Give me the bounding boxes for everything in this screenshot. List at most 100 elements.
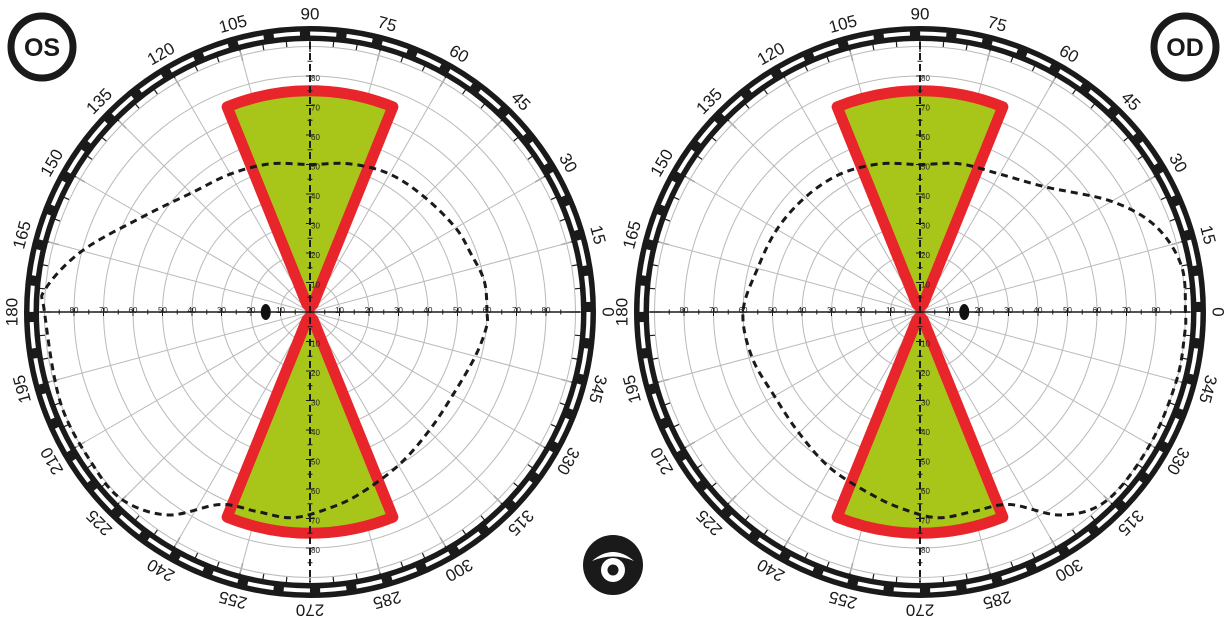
grid-radial bbox=[919, 311, 1056, 547]
degree-tick bbox=[42, 264, 49, 267]
eccentricity-label: 50 bbox=[311, 458, 320, 467]
degree-tick bbox=[696, 464, 703, 469]
degree-tick bbox=[480, 515, 486, 521]
degree-tick bbox=[895, 40, 898, 48]
blind-spot bbox=[959, 304, 970, 320]
grid-radial bbox=[49, 241, 311, 313]
degree-tick bbox=[1160, 196, 1167, 201]
eccentricity-label: 60 bbox=[739, 306, 748, 315]
degree-tick bbox=[804, 552, 809, 559]
degree-label: 180 bbox=[613, 298, 632, 326]
eccentricity-label: 70 bbox=[99, 306, 108, 315]
degree-tick bbox=[550, 196, 557, 201]
eccentricity-label: 20 bbox=[921, 369, 930, 378]
degree-tick bbox=[1031, 552, 1036, 559]
degree-label: 75 bbox=[376, 13, 399, 36]
eye-icon bbox=[583, 535, 643, 595]
inferior-field-wedge bbox=[221, 310, 399, 539]
degree-tick bbox=[63, 196, 70, 201]
degree-tick bbox=[550, 423, 557, 428]
grid-radial bbox=[919, 311, 1112, 504]
degree-tick bbox=[332, 40, 335, 48]
grid-radial bbox=[784, 77, 921, 313]
grid-radial bbox=[309, 176, 545, 313]
degree-tick bbox=[194, 552, 199, 559]
eccentricity-label: 80 bbox=[311, 546, 320, 555]
blind-spot bbox=[260, 304, 271, 320]
eccentricity-label: 50 bbox=[311, 163, 320, 172]
eccentricity-label: 20 bbox=[857, 306, 866, 315]
degree-tick bbox=[153, 529, 158, 536]
eccentricity-label: 40 bbox=[424, 306, 433, 315]
eccentricity-label: 70 bbox=[709, 306, 718, 315]
eccentricity-label: 40 bbox=[798, 306, 807, 315]
degree-tick bbox=[664, 218, 671, 222]
eccentricity-label: 20 bbox=[311, 251, 320, 260]
grid-radial bbox=[309, 311, 502, 504]
degree-tick bbox=[872, 44, 875, 51]
degree-tick bbox=[574, 287, 582, 290]
degree-label: 255 bbox=[217, 587, 249, 613]
degree-tick bbox=[1169, 218, 1176, 222]
eccentricity-label: 80 bbox=[1152, 306, 1161, 315]
eccentricity-label: 80 bbox=[921, 546, 930, 555]
degree-label: 270 bbox=[906, 601, 934, 619]
degree-label: 345 bbox=[1195, 373, 1221, 405]
grid-radial bbox=[309, 311, 571, 383]
degree-tick bbox=[285, 40, 288, 48]
grid-radial bbox=[75, 311, 311, 448]
degree-tick bbox=[895, 576, 898, 584]
degree-tick bbox=[1181, 264, 1188, 267]
eccentricity-label: 70 bbox=[921, 104, 930, 113]
axes bbox=[650, 42, 1190, 582]
degree-tick bbox=[86, 155, 93, 160]
degree-tick bbox=[559, 218, 566, 222]
od-badge-label: OD bbox=[1166, 34, 1204, 62]
degree-tick bbox=[942, 576, 945, 584]
degree-tick bbox=[1031, 65, 1036, 72]
degree-tick bbox=[571, 357, 578, 360]
degree-tick bbox=[462, 88, 467, 95]
eccentricity-label: 70 bbox=[512, 306, 521, 315]
grid-radial bbox=[309, 77, 446, 313]
grid-radial bbox=[919, 311, 1181, 383]
degree-label: 0 bbox=[1209, 307, 1227, 316]
eccentricity-label: 30 bbox=[921, 222, 930, 231]
degree-tick bbox=[826, 561, 830, 568]
eccentricity-label: 50 bbox=[768, 306, 777, 315]
visual-field-chart-od: 10 10 10 10 20 20 20 20 30 30 30 30 40 40 40 40 50 50 50 50… bbox=[613, 5, 1227, 619]
degree-tick bbox=[696, 155, 703, 160]
degree-tick bbox=[194, 65, 199, 72]
grid-radial bbox=[919, 176, 1155, 313]
inferior-field-wedge bbox=[831, 310, 1009, 539]
degree-label: 15 bbox=[586, 223, 609, 246]
degree-label: 195 bbox=[619, 373, 645, 405]
degree-tick bbox=[513, 136, 519, 142]
degree-tick bbox=[462, 529, 467, 536]
degree-tick bbox=[1184, 287, 1192, 290]
degree-tick bbox=[1090, 515, 1096, 521]
degree-tick bbox=[421, 65, 426, 72]
degree-tick bbox=[744, 103, 750, 109]
eccentricity-label: 20 bbox=[365, 306, 374, 315]
eccentricity-label: 50 bbox=[158, 306, 167, 315]
eccentricity-label: 70 bbox=[311, 104, 320, 113]
grid-radial bbox=[728, 120, 921, 313]
eccentricity-label: 40 bbox=[921, 428, 930, 437]
eccentricity-label: 30 bbox=[921, 399, 930, 408]
grid-radial bbox=[174, 311, 311, 547]
eccentricity-label: 80 bbox=[311, 74, 320, 83]
degree-label: 285 bbox=[981, 587, 1013, 613]
grid-radial bbox=[659, 311, 921, 383]
grid-radial bbox=[659, 241, 921, 313]
degree-tick bbox=[355, 44, 358, 51]
grid-radial bbox=[685, 311, 921, 448]
eccentricity-label: 10 bbox=[921, 281, 930, 290]
degree-ring bbox=[24, 26, 596, 598]
degree-tick bbox=[1072, 529, 1077, 536]
grid-radial bbox=[309, 311, 545, 448]
degree-tick bbox=[559, 402, 566, 406]
os-badge: OS bbox=[7, 12, 77, 82]
degree-tick bbox=[804, 65, 809, 72]
degree-tick bbox=[54, 218, 61, 222]
